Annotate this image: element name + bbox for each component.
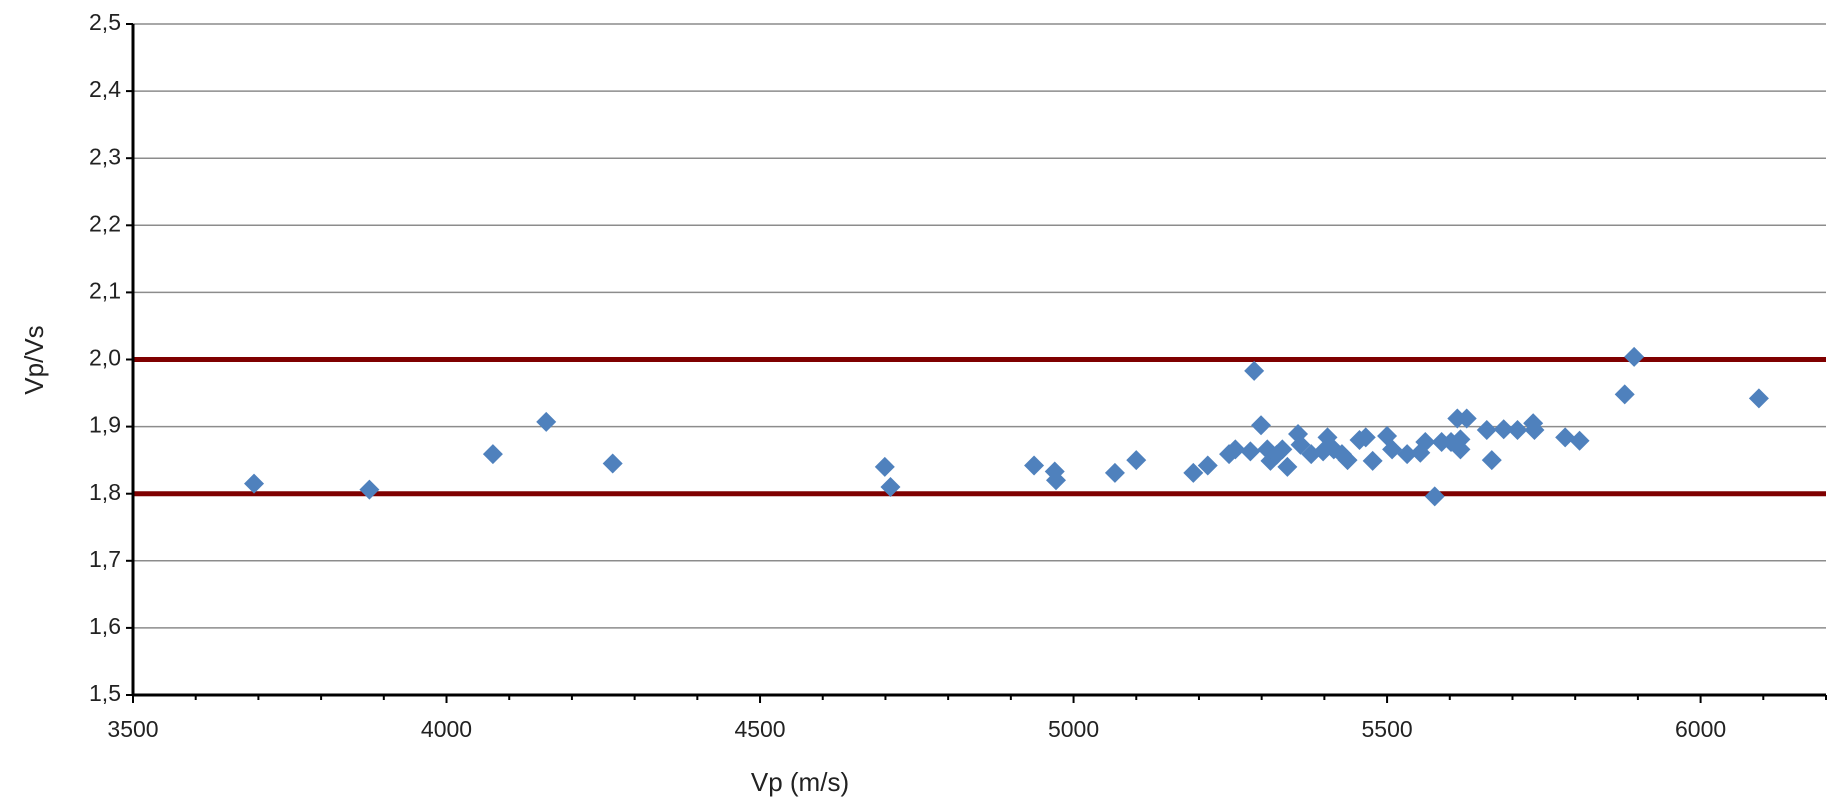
y-tick-label: 1,5 — [89, 680, 121, 706]
point — [1277, 456, 1298, 477]
y-tick-label: 1,6 — [89, 613, 121, 639]
point — [1024, 455, 1045, 476]
point — [1045, 470, 1066, 491]
y-axis-title: Vp/Vs — [19, 325, 49, 394]
point — [1244, 360, 1265, 381]
point — [1197, 455, 1218, 476]
point — [1748, 388, 1769, 409]
y-tick-label: 1,9 — [89, 412, 121, 438]
point — [1104, 462, 1125, 483]
point — [1476, 419, 1497, 440]
point — [874, 456, 895, 477]
y-tick-label: 1,7 — [89, 546, 121, 572]
point — [1240, 441, 1261, 462]
point — [1355, 427, 1376, 448]
point — [1397, 444, 1418, 465]
point — [1337, 450, 1358, 471]
y-tick-label: 2,0 — [89, 345, 121, 371]
point — [482, 444, 503, 465]
point — [1415, 432, 1436, 453]
point — [1450, 439, 1471, 460]
x-tick-label: 6000 — [1675, 716, 1726, 742]
point — [1251, 415, 1272, 436]
x-tick-label: 5500 — [1361, 716, 1412, 742]
point — [1183, 462, 1204, 483]
x-axis-title: Vp (m/s) — [751, 767, 849, 797]
point — [1362, 450, 1383, 471]
y-tick-label: 2,1 — [89, 277, 121, 303]
x-tick-label: 3500 — [107, 716, 158, 742]
x-tick-label: 5000 — [1048, 716, 1099, 742]
y-tick-label: 1,8 — [89, 479, 121, 505]
y-tick-label: 2,5 — [89, 9, 121, 35]
point — [1493, 419, 1514, 440]
x-tick-label: 4500 — [734, 716, 785, 742]
point — [1126, 450, 1147, 471]
point — [602, 453, 623, 474]
point — [1456, 408, 1477, 429]
point — [1225, 439, 1246, 460]
point — [1272, 439, 1293, 460]
y-tick-label: 2,2 — [89, 210, 121, 236]
point — [1481, 450, 1502, 471]
point — [1507, 419, 1528, 440]
point — [1569, 430, 1590, 451]
point — [1524, 419, 1545, 440]
point — [1614, 384, 1635, 405]
point — [244, 473, 265, 494]
point — [1624, 346, 1645, 367]
point — [1555, 427, 1576, 448]
point — [359, 479, 380, 500]
x-tick-label: 4000 — [421, 716, 472, 742]
point — [1450, 429, 1471, 450]
point — [1382, 439, 1403, 460]
point — [880, 476, 901, 497]
y-tick-label: 2,3 — [89, 143, 121, 169]
point — [1290, 434, 1311, 455]
point — [536, 411, 557, 432]
y-tick-label: 2,4 — [89, 76, 121, 102]
point — [1424, 486, 1445, 507]
